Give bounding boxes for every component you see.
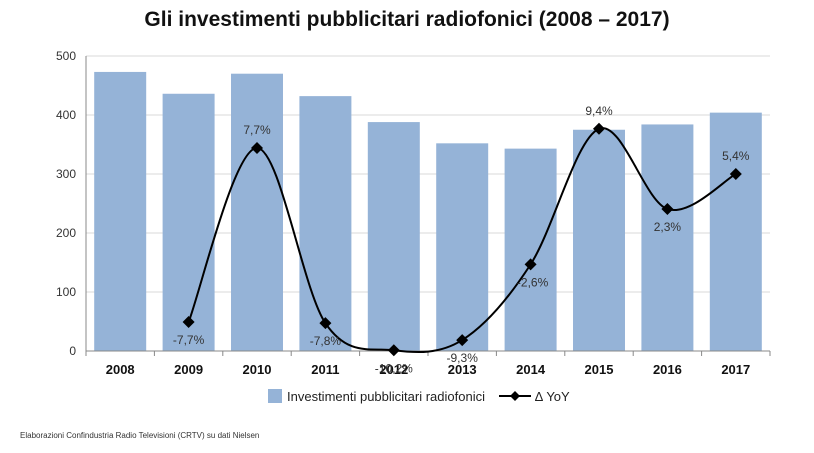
legend-line-marker [510,391,520,401]
chart-title: Gli investimenti pubblicitari radiofonic… [144,8,670,31]
y-tick-label: 500 [56,49,76,63]
bar-2016 [641,124,694,351]
bar-2015 [573,129,625,351]
yoy-data-label: 5,4% [722,149,750,163]
yoy-marker-2014 [524,258,537,271]
y-tick-label: 300 [56,167,76,181]
yoy-marker-2015 [593,122,605,135]
x-tick-label: 2013 [448,362,477,377]
yoy-marker-2012 [387,344,400,357]
bar-2014 [504,148,557,351]
yoy-data-label: 7,7% [243,123,271,137]
x-tick-label: 2010 [243,362,272,377]
yoy-data-label: -2,6% [517,275,549,289]
x-tick-label: 2017 [721,362,750,377]
x-tick-label: 2016 [653,362,682,377]
yoy-data-label: -7,8% [310,334,342,348]
yoy-marker-2016 [661,203,674,216]
source-note: Elaborazioni Confindustria Radio Televis… [20,431,260,440]
bar-2012 [367,122,420,351]
yoy-data-label: 2,3% [654,220,682,234]
x-tick-label: 2015 [585,362,614,377]
y-tick-label: 400 [56,108,76,122]
yoy-marker-2009 [182,316,195,329]
bar-2013 [436,143,489,351]
legend-line-label: ∆ YoY [535,389,570,404]
y-tick-label: 0 [69,344,76,358]
x-tick-label: 2011 [311,362,339,377]
yoy-data-label: 9,4% [585,104,613,118]
y-tick-label: 100 [56,285,76,299]
yoy-marker-2010 [251,141,263,154]
legend-bar-swatch [268,389,282,403]
x-tick-label: 2012 [379,362,408,377]
yoy-data-label: -10,2% [375,361,413,375]
y-tick-label: 200 [56,226,76,240]
x-tick-label: 2009 [174,362,203,377]
yoy-marker-2017 [729,167,742,180]
legend-bar-label: Investimenti pubblicitari radiofonici [287,389,485,404]
bar-2010 [231,73,283,351]
bar-2009 [162,93,215,351]
bar-2008 [94,71,147,352]
bar-2017 [709,112,762,351]
yoy-marker-2013 [456,334,469,347]
yoy-data-label: -7,7% [173,333,205,347]
bar-2011 [299,96,352,352]
yoy-marker-2011 [319,317,332,330]
x-tick-label: 2008 [106,362,135,377]
x-tick-label: 2014 [516,362,546,377]
yoy-data-label: -9,3% [447,351,479,365]
